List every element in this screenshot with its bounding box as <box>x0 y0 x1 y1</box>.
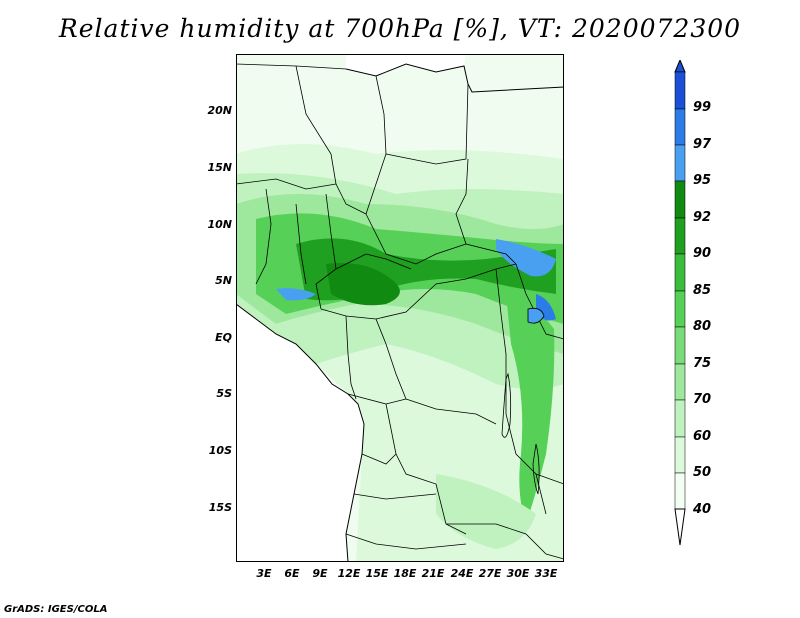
colorbar-label-99: 99 <box>693 100 712 115</box>
lon-label-12e: 12E <box>337 567 361 580</box>
chart-title: Relative humidity at 700hPa [%], VT: 202… <box>58 14 742 43</box>
rh-zone-92 <box>326 263 400 306</box>
lake-victoria <box>527 307 545 324</box>
colorbar-seg-97-99 <box>674 71 686 110</box>
colorbar-seg-60-70 <box>674 363 686 401</box>
colorbar-label-92: 92 <box>693 210 712 225</box>
rh-zone-95a <box>276 288 316 301</box>
lon-label-3e: 3E <box>256 567 272 580</box>
lat-label-5n: 5N <box>215 274 232 287</box>
colorbar-seg-40-50 <box>674 436 686 474</box>
colorbar-label-80: 80 <box>693 319 712 334</box>
lon-label-6e: 6E <box>284 567 300 580</box>
lat-label-5s: 5S <box>216 387 232 400</box>
lon-label-21e: 21E <box>421 567 445 580</box>
rh-zone-south <box>436 474 536 549</box>
rh-zone-95b <box>496 239 556 277</box>
lat-label-15s: 15S <box>208 501 232 514</box>
mediterranean <box>346 54 466 76</box>
country-borders <box>236 63 564 560</box>
lat-label-eq: EQ <box>215 331 232 344</box>
colorbar-bottom-arrow <box>674 508 686 546</box>
colorbar-seg-80-85 <box>674 253 686 292</box>
colorbar-seg-below-40 <box>674 472 686 510</box>
colorbar-seg-90-92 <box>674 180 686 219</box>
atlantic-ocean <box>236 304 364 562</box>
map-panel <box>236 54 564 562</box>
lon-label-24e: 24E <box>450 567 474 580</box>
lon-label-30e: 30E <box>506 567 530 580</box>
lon-label-15e: 15E <box>365 567 389 580</box>
lat-label-10s: 10S <box>208 444 232 457</box>
colorbar-label-40: 40 <box>693 502 712 517</box>
colorbar-label-75: 75 <box>693 356 712 371</box>
colorbar-seg-95-97 <box>674 108 686 146</box>
lon-label-9e: 9E <box>312 567 328 580</box>
lake-tanganyika <box>501 372 512 438</box>
colorbar-label-90: 90 <box>693 246 712 261</box>
colorbar-seg-92-95 <box>674 144 686 182</box>
rh-zone-east-lakes <box>506 294 555 524</box>
colorbar-label-85: 85 <box>693 283 712 298</box>
lon-label-18e: 18E <box>393 567 417 580</box>
lon-label-27e: 27E <box>478 567 502 580</box>
colorbar-label-97: 97 <box>693 137 712 152</box>
colorbar-label-95: 95 <box>693 173 712 188</box>
map-frame <box>236 54 564 562</box>
colorbar-seg-85-90 <box>674 217 686 255</box>
colorbar <box>674 60 686 546</box>
colorbar-top-arrow <box>674 60 686 73</box>
lon-label-33e: 33E <box>534 567 558 580</box>
colorbar-label-50: 50 <box>693 465 712 480</box>
lake-malawi <box>532 443 540 495</box>
colorbar-seg-50-60 <box>674 399 686 438</box>
lat-label-20n: 20N <box>207 104 232 117</box>
lat-label-10n: 10N <box>207 218 232 231</box>
north-coast <box>345 63 564 93</box>
grads-credit: GrADS: IGES/COLA <box>4 604 108 615</box>
lat-label-15n: 15N <box>207 161 232 174</box>
colorbar-seg-75-80 <box>674 290 686 328</box>
colorbar-seg-70-75 <box>674 326 686 365</box>
colorbar-label-70: 70 <box>693 392 712 407</box>
colorbar-label-60: 60 <box>693 429 712 444</box>
